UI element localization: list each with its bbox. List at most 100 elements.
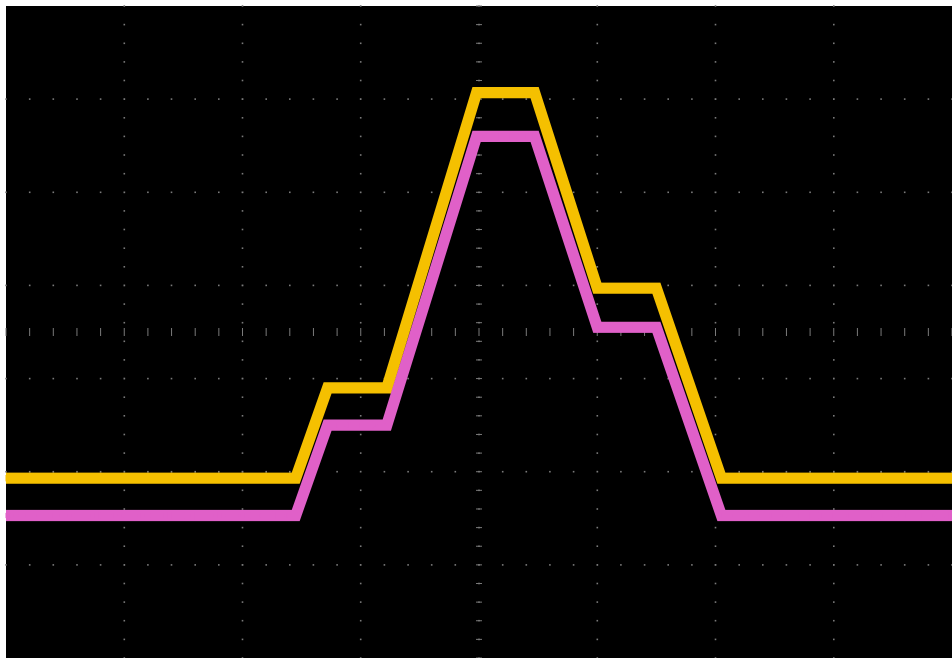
gridline-dot-vertical — [123, 266, 126, 268]
gridline-dot-vertical — [714, 61, 717, 63]
gridline-dot-horizontal — [194, 98, 196, 100]
gridline-dot-horizontal — [643, 377, 646, 380]
gridline-dot-horizontal — [714, 284, 717, 287]
gridline-dot-horizontal — [785, 377, 788, 380]
gridline-dot-horizontal — [123, 470, 126, 473]
gridline-dot-horizontal — [147, 377, 149, 380]
gridline-dot-horizontal — [430, 470, 433, 473]
gridline-dot-vertical — [714, 433, 717, 436]
gridline-dot-vertical — [359, 61, 362, 63]
gridline-dot-horizontal — [762, 284, 764, 287]
gridline-dot-horizontal — [170, 470, 173, 473]
gridline-dot-horizontal — [903, 191, 906, 194]
gridline-dot-vertical — [123, 172, 126, 175]
gridline-dot-horizontal — [312, 377, 315, 380]
gridline-dot-vertical — [359, 228, 362, 231]
gridline-dot-horizontal — [691, 470, 693, 473]
gridline-dot-vertical — [833, 545, 835, 547]
gridline-dot-horizontal — [525, 191, 528, 194]
gridline-dot-horizontal — [927, 284, 930, 287]
gridline-dot-vertical — [241, 433, 244, 436]
gridline-dot-vertical — [359, 433, 362, 436]
gridline-dot-horizontal — [265, 377, 267, 380]
gridline-dot-vertical — [596, 619, 599, 622]
gridline-dot-vertical — [359, 321, 362, 324]
gridline-dot-horizontal — [525, 564, 528, 566]
gridline-dot-horizontal — [525, 470, 528, 473]
gridline-dot-horizontal — [147, 284, 149, 287]
gridline-dot-horizontal — [28, 564, 31, 566]
gridline-dot-vertical — [123, 601, 126, 603]
gridline-dot-horizontal — [501, 470, 504, 473]
gridline-dot-vertical — [241, 321, 244, 324]
gridline-dot-vertical — [359, 452, 362, 454]
gridline-dot-horizontal — [714, 377, 717, 380]
gridline-dot-vertical — [359, 526, 362, 529]
gridline-dot-horizontal — [407, 284, 409, 287]
gridline-dot-vertical — [241, 340, 244, 343]
gridline-dot-vertical — [123, 526, 126, 529]
gridline-dot-horizontal — [501, 191, 504, 194]
gridline-dot-horizontal — [383, 470, 386, 473]
gridline-dot-horizontal — [809, 98, 811, 100]
gridline-dot-vertical — [241, 638, 244, 641]
gridline-dot-horizontal — [430, 377, 433, 380]
gridline-dot-horizontal — [407, 377, 409, 380]
gridline-dot-vertical — [714, 117, 717, 119]
gridline-dot-horizontal — [927, 377, 930, 380]
gridline-dot-horizontal — [99, 98, 102, 100]
gridline-dot-horizontal — [383, 98, 386, 100]
gridline-dot-vertical — [714, 228, 717, 231]
gridline-dot-vertical — [833, 638, 835, 641]
gridline-dot-vertical — [833, 452, 835, 454]
gridline-dot-vertical — [123, 638, 126, 641]
gridline-dot-horizontal — [454, 284, 457, 287]
gridline-dot-horizontal — [620, 191, 622, 194]
gridline-dot-vertical — [714, 303, 717, 305]
gridline-dot-horizontal — [856, 98, 859, 100]
gridline-dot-horizontal — [833, 470, 835, 473]
gridline-dot-vertical — [833, 340, 835, 343]
gridline-dot-horizontal — [785, 470, 788, 473]
gridline-dot-vertical — [241, 545, 244, 547]
gridline-dot-horizontal — [289, 284, 291, 287]
gridline-dot-horizontal — [218, 470, 220, 473]
gridline-dot-horizontal — [123, 377, 126, 380]
gridline-dot-vertical — [596, 42, 599, 45]
gridline-dot-horizontal — [194, 377, 196, 380]
gridline-dot-vertical — [359, 489, 362, 492]
gridline-dot-vertical — [714, 582, 717, 585]
gridline-dot-vertical — [241, 601, 244, 603]
gridline-dot-vertical — [714, 247, 717, 249]
gridline-dot-horizontal — [218, 377, 220, 380]
gridline-dot-vertical — [833, 5, 835, 7]
gridline-dot-vertical — [833, 526, 835, 529]
gridline-dot-horizontal — [738, 377, 740, 380]
gridline-dot-vertical — [833, 135, 835, 138]
gridline-dot-vertical — [241, 415, 244, 417]
gridline-dot-horizontal — [407, 564, 409, 566]
gridline-dot-vertical — [833, 23, 835, 26]
gridline-dot-vertical — [833, 154, 835, 156]
gridline-dot-vertical — [596, 359, 599, 361]
gridline-dot-horizontal — [430, 98, 433, 100]
gridline-dot-horizontal — [52, 98, 55, 100]
gridline-dot-vertical — [359, 135, 362, 138]
gridline-dot-vertical — [241, 172, 244, 175]
gridline-dot-vertical — [359, 582, 362, 585]
gridline-dot-vertical — [596, 266, 599, 268]
gridline-dot-horizontal — [76, 191, 78, 194]
gridline-dot-horizontal — [99, 564, 102, 566]
gridline-dot-horizontal — [265, 470, 267, 473]
gridline-dot-vertical — [714, 266, 717, 268]
gridline-dot-horizontal — [147, 191, 149, 194]
gridline-dot-horizontal — [336, 191, 338, 194]
gridline-dot-vertical — [123, 135, 126, 138]
gridline-dot-vertical — [123, 452, 126, 454]
gridline-dot-horizontal — [833, 98, 835, 100]
gridline-dot-horizontal — [525, 377, 528, 380]
gridline-dot-horizontal — [52, 470, 55, 473]
gridline-dot-horizontal — [501, 564, 504, 566]
gridline-dot-horizontal — [620, 564, 622, 566]
gridline-dot-vertical — [359, 303, 362, 305]
